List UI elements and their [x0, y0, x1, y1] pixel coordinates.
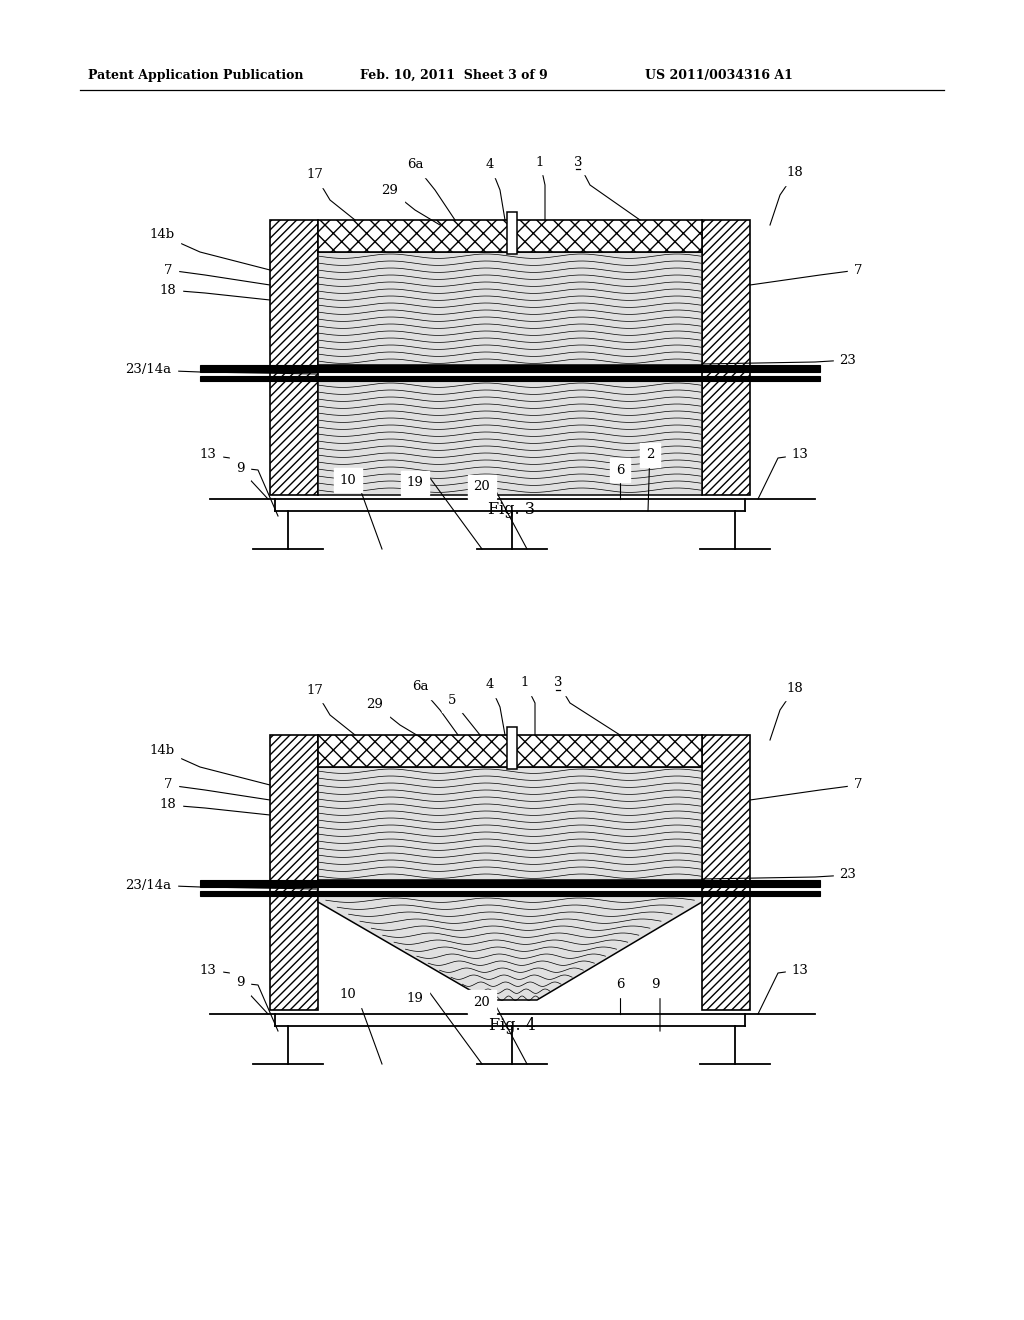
- Text: 7: 7: [164, 264, 172, 276]
- Text: 13: 13: [792, 449, 808, 462]
- Text: 23: 23: [840, 354, 856, 367]
- Text: 6: 6: [615, 978, 625, 991]
- Text: 29: 29: [382, 183, 398, 197]
- Text: 6: 6: [615, 463, 625, 477]
- Text: 3: 3: [573, 156, 583, 169]
- Text: 13: 13: [200, 449, 216, 462]
- Text: 4: 4: [485, 678, 495, 692]
- Text: 23/14a: 23/14a: [125, 879, 171, 891]
- Text: 7: 7: [854, 264, 862, 276]
- Text: 20: 20: [474, 995, 490, 1008]
- Text: 17: 17: [306, 169, 324, 181]
- Text: Feb. 10, 2011  Sheet 3 of 9: Feb. 10, 2011 Sheet 3 of 9: [360, 69, 548, 82]
- Text: 10: 10: [340, 474, 356, 487]
- Text: 18: 18: [160, 799, 176, 812]
- Bar: [318, 381, 702, 495]
- Bar: [702, 220, 750, 495]
- Text: Fig. 3: Fig. 3: [488, 502, 536, 519]
- Text: 23: 23: [840, 869, 856, 882]
- Text: 9: 9: [236, 977, 245, 990]
- Bar: [200, 891, 820, 896]
- Text: 1: 1: [536, 156, 544, 169]
- Text: 9: 9: [650, 978, 659, 991]
- Text: 17: 17: [306, 684, 324, 697]
- Bar: [270, 735, 318, 1010]
- Bar: [507, 213, 517, 253]
- Text: 1: 1: [521, 676, 529, 689]
- Bar: [318, 767, 702, 880]
- Text: 13: 13: [200, 964, 216, 977]
- Bar: [702, 735, 750, 1010]
- Text: US 2011/0034316 A1: US 2011/0034316 A1: [645, 69, 793, 82]
- Text: 19: 19: [407, 991, 424, 1005]
- Text: 2: 2: [646, 449, 654, 462]
- Bar: [200, 880, 820, 887]
- Text: 18: 18: [786, 681, 804, 694]
- Text: 6a: 6a: [407, 158, 423, 172]
- Bar: [318, 735, 702, 767]
- Text: 13: 13: [792, 964, 808, 977]
- Text: Patent Application Publication: Patent Application Publication: [88, 69, 303, 82]
- Text: 19: 19: [407, 477, 424, 490]
- Text: Fig. 4: Fig. 4: [488, 1016, 536, 1034]
- Text: 5: 5: [447, 693, 456, 706]
- Text: 18: 18: [786, 166, 804, 180]
- Bar: [200, 376, 820, 381]
- Text: 6a: 6a: [412, 681, 428, 693]
- Bar: [318, 220, 702, 252]
- Polygon shape: [318, 896, 702, 1001]
- Bar: [507, 727, 517, 770]
- Text: 9: 9: [236, 462, 245, 474]
- Bar: [200, 366, 820, 372]
- Text: 7: 7: [854, 779, 862, 792]
- Text: 14b: 14b: [150, 743, 174, 756]
- Text: 14b: 14b: [150, 228, 174, 242]
- Text: 18: 18: [160, 284, 176, 297]
- Text: 20: 20: [474, 480, 490, 494]
- Text: 7: 7: [164, 779, 172, 792]
- Bar: [318, 252, 702, 366]
- Text: 4: 4: [485, 158, 495, 172]
- Text: 3: 3: [554, 676, 562, 689]
- Text: 29: 29: [367, 698, 383, 711]
- Text: 23/14a: 23/14a: [125, 363, 171, 376]
- Bar: [270, 220, 318, 495]
- Text: 10: 10: [340, 989, 356, 1002]
